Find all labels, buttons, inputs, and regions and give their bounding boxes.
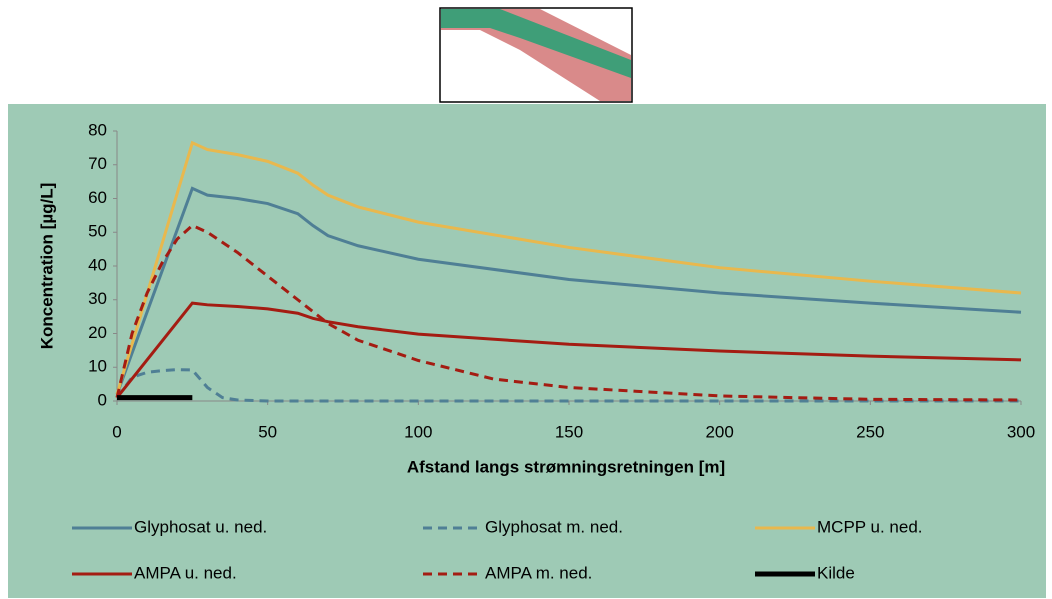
- chart-background: [8, 104, 1046, 598]
- legend-label: Glyphosat m. ned.: [485, 517, 623, 536]
- legend-label: AMPA u. ned.: [134, 563, 237, 582]
- inset-image: [439, 7, 633, 103]
- y-tick-label: 40: [88, 255, 107, 274]
- y-tick-label: 10: [88, 357, 107, 376]
- series-line: [115, 140, 1022, 395]
- x-tick-label: 50: [258, 422, 277, 441]
- y-tick-label: 50: [88, 222, 107, 241]
- x-tick-label: 100: [404, 422, 432, 441]
- legend-label: AMPA m. ned.: [485, 563, 592, 582]
- series-line: [115, 301, 1022, 399]
- inset-red-band: [441, 9, 631, 101]
- legend-label: Glyphosat u. ned.: [134, 517, 267, 536]
- legend-label: Kilde: [817, 563, 855, 582]
- y-tick-label: 0: [98, 390, 107, 409]
- x-tick-label: 0: [112, 422, 121, 441]
- y-axis-title: Koncentration [µg/L]: [37, 183, 56, 350]
- series-line: [115, 223, 1022, 402]
- y-tick-label: 70: [88, 154, 107, 173]
- y-tick-label: 80: [88, 120, 107, 139]
- inset-green-band: [441, 9, 631, 78]
- y-tick-label: 60: [88, 188, 107, 207]
- x-axis-title: Afstand langs strømningsretningen [m]: [407, 457, 725, 476]
- series-line: [115, 186, 1022, 395]
- y-tick-label: 30: [88, 289, 107, 308]
- series-line: [115, 368, 1021, 403]
- x-tick-label: 150: [555, 422, 583, 441]
- x-tick-label: 250: [856, 422, 884, 441]
- legend-label: MCPP u. ned.: [817, 517, 923, 536]
- x-tick-label: 300: [1007, 422, 1035, 441]
- y-tick-label: 20: [88, 323, 107, 342]
- x-tick-label: 200: [705, 422, 733, 441]
